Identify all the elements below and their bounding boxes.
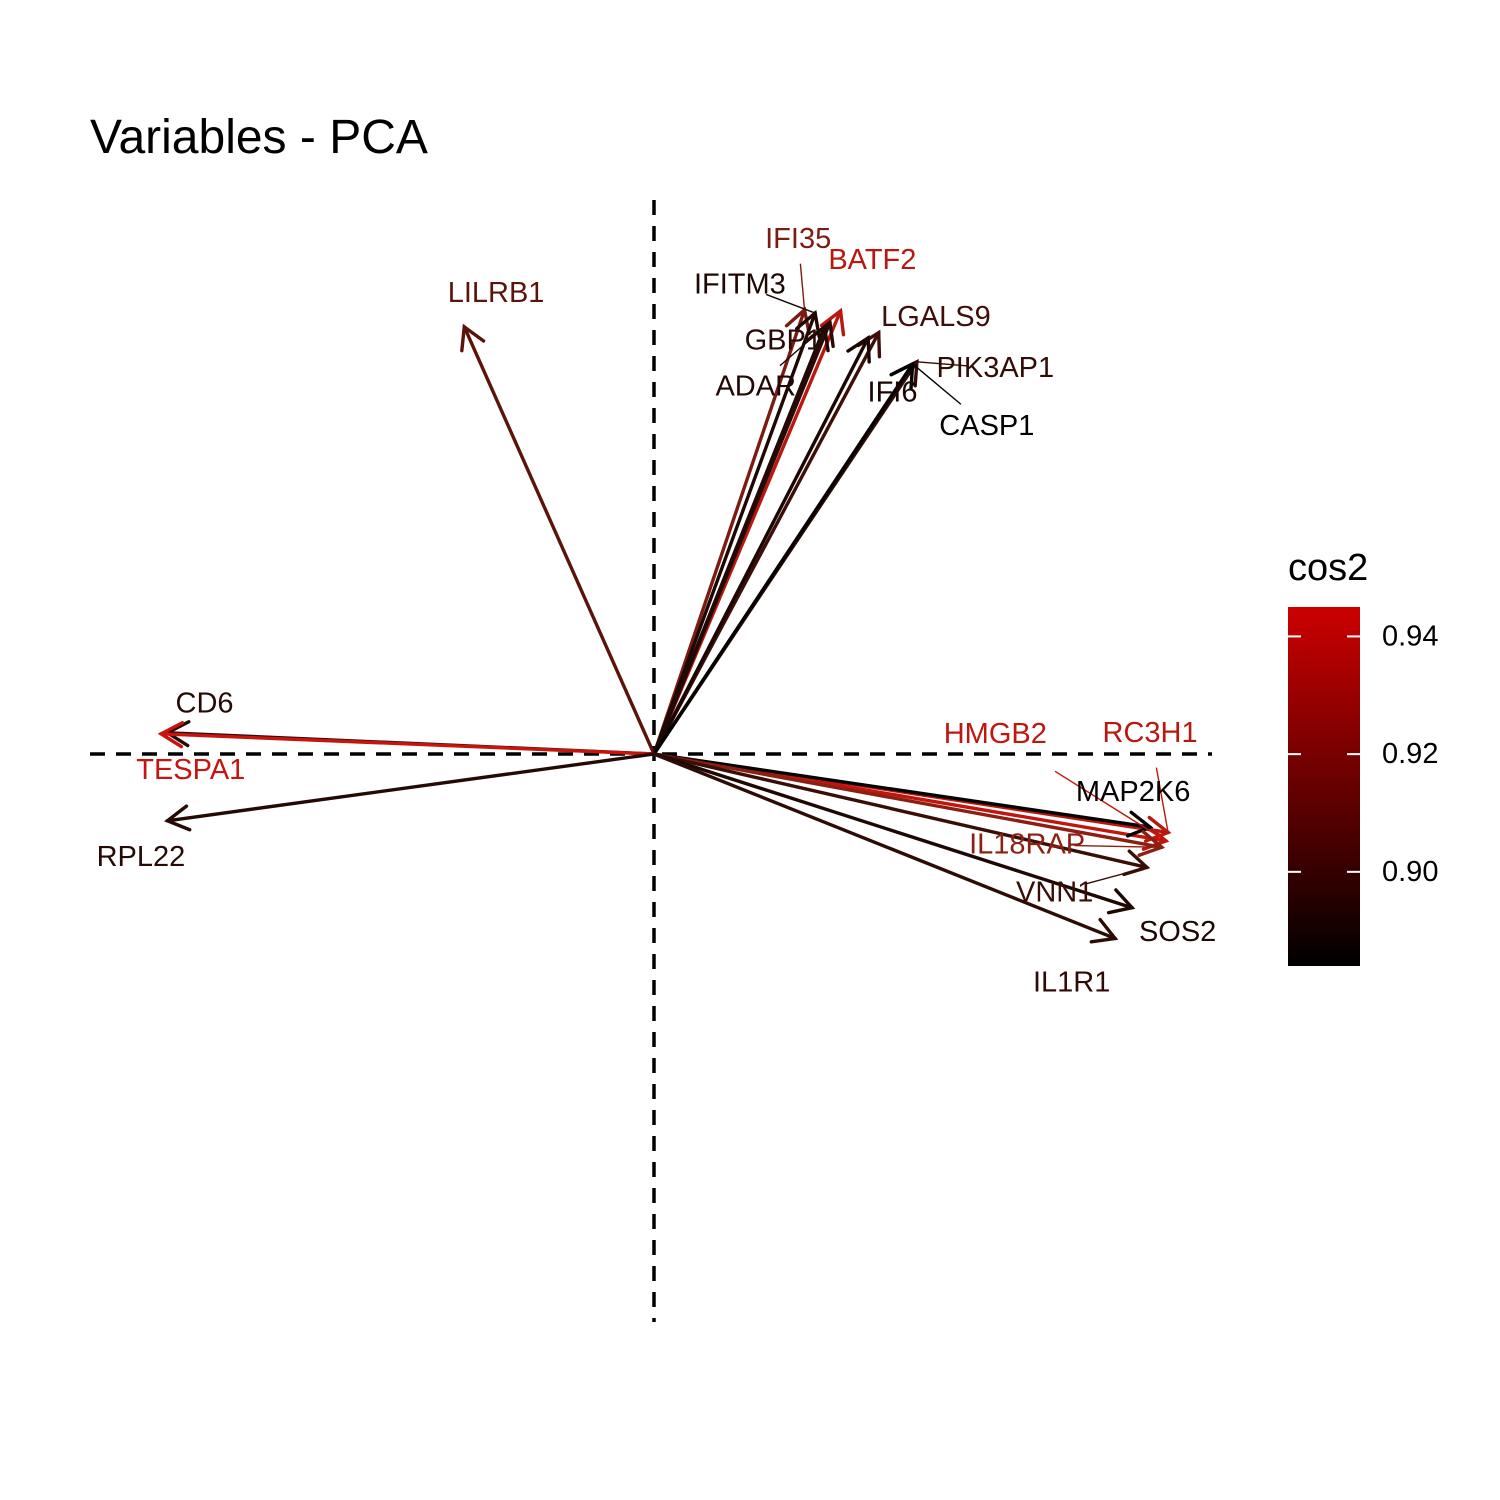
- label-adar: ADAR: [715, 371, 796, 403]
- leader-rc3h1: [1155, 767, 1169, 833]
- label-ifi6: IFI6: [868, 377, 918, 409]
- arrow-head-tespa1: [157, 721, 185, 749]
- arrow-shaft-sos2: [652, 752, 1134, 910]
- cos2-legend: cos2 0.90 0.92 0.94: [1288, 547, 1438, 966]
- leader-vnn1: [1086, 866, 1148, 885]
- arrow-head-map2k6: [1126, 810, 1154, 838]
- leader-il18rap: [1074, 844, 1162, 848]
- variable-arrows: [157, 306, 1172, 944]
- arrow-shaft-lilrb1: [462, 325, 656, 756]
- arrow-head-lilrb1: [460, 323, 486, 353]
- label-casp1: CASP1: [939, 410, 1034, 442]
- arrow-shaft-ifi6: [652, 336, 870, 756]
- arrow-shaft-il1r1: [652, 752, 1117, 941]
- chart-title: Variables - PCA: [90, 111, 428, 164]
- leader-ifi35: [799, 263, 806, 310]
- arrow-map2k6: [652, 752, 1154, 838]
- arrow-head-rpl22: [164, 804, 192, 832]
- arrow-tespa1: [157, 721, 656, 756]
- label-rc3h1: RC3H1: [1103, 717, 1198, 749]
- label-vnn1: VNN1: [1016, 876, 1093, 908]
- leader-casp1: [912, 363, 962, 405]
- leader-adar: [779, 326, 826, 367]
- label-il1r1: IL1R1: [1033, 966, 1110, 998]
- leader-hmgb2: [1054, 770, 1167, 842]
- arrow-head-ifi6: [846, 334, 871, 364]
- label-lilrb1: LILRB1: [448, 277, 545, 309]
- arrow-casp1: [652, 361, 915, 756]
- legend-ticks: 0.90 0.92 0.94: [1288, 620, 1438, 888]
- label-sos2: SOS2: [1139, 916, 1216, 948]
- legend-title: cos2: [1288, 547, 1368, 589]
- label-batf2: BATF2: [828, 244, 916, 276]
- arrow-shaft-casp1: [652, 362, 915, 756]
- legend-tick-label-1: 0.92: [1382, 738, 1438, 770]
- arrow-il1r1: [652, 752, 1119, 944]
- legend-color-bar: [1288, 607, 1360, 966]
- label-map2k6: MAP2K6: [1076, 776, 1190, 808]
- arrow-lilrb1: [460, 323, 656, 756]
- label-hmgb2: HMGB2: [944, 718, 1047, 750]
- leader-pik3ap1: [916, 361, 968, 367]
- label-ifi35: IFI35: [765, 223, 831, 255]
- label-ifitm3: IFITM3: [694, 268, 786, 300]
- arrow-rpl22: [164, 752, 656, 832]
- arrow-shaft-ifitm3: [652, 311, 817, 756]
- arrow-shaft-vnn1: [652, 752, 1149, 870]
- label-rpl22: RPL22: [97, 841, 186, 873]
- label-gbp1: GBP1: [745, 325, 822, 357]
- label-tespa1: TESPA1: [136, 754, 245, 786]
- arrow-shaft-map2k6: [652, 752, 1152, 829]
- label-il18rap: IL18RAP: [969, 829, 1085, 861]
- leader-ifitm3: [765, 293, 816, 314]
- arrow-shaft-ifi35: [652, 308, 807, 756]
- arrow-head-il1r1: [1089, 917, 1119, 944]
- arrow-shaft-il18rap: [652, 752, 1164, 849]
- arrow-sos2: [652, 752, 1136, 915]
- arrow-shaft-tespa1: [159, 732, 656, 756]
- label-lgals9: LGALS9: [881, 301, 991, 333]
- label-pik3ap1: PIK3AP1: [936, 352, 1054, 384]
- variable-labels: LILRB1 IFI35 IFITM3 BATF2 GBP1 ADAR LGALS9 IFI6…: [97, 223, 1217, 999]
- legend-tick-label-0: 0.90: [1382, 856, 1438, 888]
- arrow-head-batf2: [819, 307, 846, 337]
- arrow-shaft-rpl22: [165, 752, 656, 823]
- arrow-shaft-adar: [652, 325, 827, 756]
- label-cd6: CD6: [176, 688, 234, 720]
- legend-tick-label-2: 0.94: [1382, 620, 1438, 652]
- arrow-head-sos2: [1106, 888, 1136, 915]
- arrow-ifi6: [652, 334, 871, 756]
